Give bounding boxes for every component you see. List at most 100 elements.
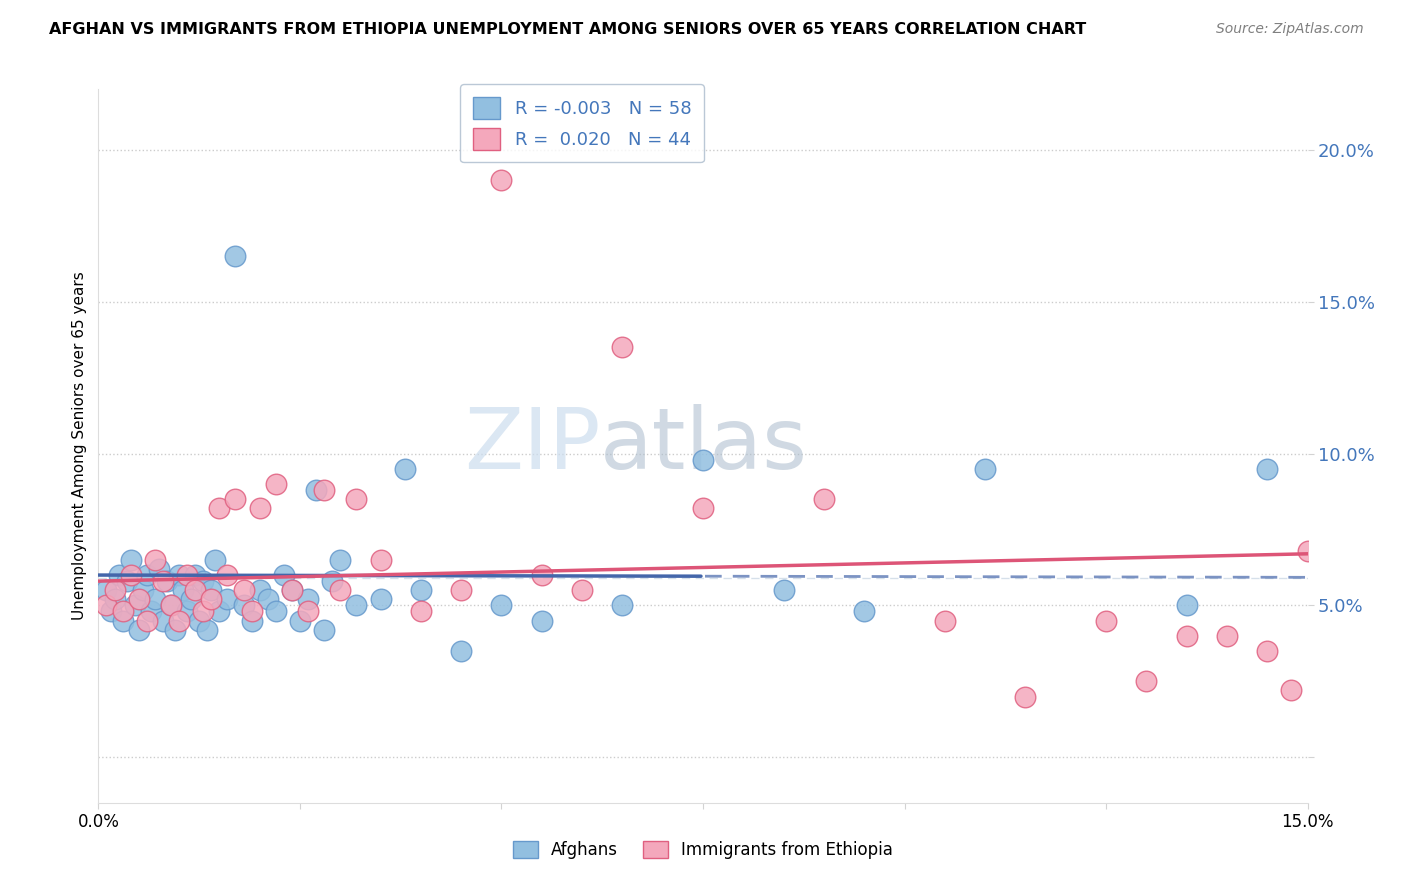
Point [180, 592, 202, 607]
Point [195, 623, 218, 637]
Point [208, 501, 231, 516]
Point [974, 462, 997, 476]
Point [612, 599, 634, 613]
Point [450, 583, 472, 598]
Point [160, 599, 183, 613]
Point [934, 614, 956, 628]
Legend: Afghans, Immigrants from Ethiopia: Afghans, Immigrants from Ethiopia [506, 834, 900, 866]
Point [200, 583, 222, 598]
Point [176, 568, 198, 582]
Point [135, 614, 157, 628]
Point [692, 452, 714, 467]
Point [240, 605, 263, 619]
Point [167, 614, 190, 628]
Text: ZIP: ZIP [464, 404, 600, 488]
Point [249, 583, 271, 598]
Point [124, 599, 146, 613]
Point [232, 583, 254, 598]
Point [314, 483, 336, 497]
Point [264, 605, 287, 619]
Point [409, 583, 432, 598]
Point [491, 173, 513, 187]
Point [103, 592, 125, 607]
Text: AFGHAN VS IMMIGRANTS FROM ETHIOPIA UNEMPLOYMENT AMONG SENIORS OVER 65 YEARS CORR: AFGHAN VS IMMIGRANTS FROM ETHIOPIA UNEMP… [49, 22, 1087, 37]
Point [370, 592, 392, 607]
Point [450, 644, 472, 658]
Point [224, 249, 246, 263]
Point [530, 568, 553, 582]
Y-axis label: Unemployment Among Seniors over 65 years: Unemployment Among Seniors over 65 years [72, 272, 87, 620]
Point [188, 614, 211, 628]
Point [176, 605, 198, 619]
Point [100, 605, 122, 619]
Point [813, 492, 835, 507]
Point [1014, 690, 1036, 704]
Point [115, 574, 138, 588]
Point [1281, 683, 1303, 698]
Point [571, 583, 593, 598]
Point [249, 501, 271, 516]
Point [394, 462, 416, 476]
Point [1175, 599, 1198, 613]
Point [204, 553, 226, 567]
Point [329, 583, 352, 598]
Point [344, 599, 367, 613]
Point [281, 583, 304, 598]
Point [111, 614, 134, 628]
Point [297, 592, 319, 607]
Point [314, 623, 336, 637]
Point [184, 568, 207, 582]
Point [139, 605, 162, 619]
Point [172, 583, 194, 598]
Point [370, 553, 392, 567]
Point [329, 553, 352, 567]
Point [107, 568, 129, 582]
Point [163, 623, 186, 637]
Point [264, 477, 287, 491]
Point [1175, 629, 1198, 643]
Point [143, 553, 166, 567]
Point [132, 583, 155, 598]
Point [160, 599, 183, 613]
Point [217, 592, 239, 607]
Point [96, 583, 118, 598]
Point [96, 599, 118, 613]
Point [152, 614, 174, 628]
Point [256, 592, 278, 607]
Point [193, 605, 215, 619]
Text: atlas: atlas [600, 404, 808, 488]
Point [103, 583, 125, 598]
Point [184, 583, 207, 598]
Point [224, 492, 246, 507]
Point [128, 623, 150, 637]
Point [344, 492, 367, 507]
Point [853, 605, 876, 619]
Point [120, 553, 142, 567]
Point [135, 568, 157, 582]
Point [530, 614, 553, 628]
Text: Source: ZipAtlas.com: Source: ZipAtlas.com [1216, 22, 1364, 37]
Point [1296, 543, 1319, 558]
Point [167, 568, 190, 582]
Point [156, 574, 179, 588]
Point [1216, 629, 1239, 643]
Point [491, 599, 513, 613]
Point [152, 574, 174, 588]
Point [692, 501, 714, 516]
Point [273, 568, 295, 582]
Point [1256, 644, 1278, 658]
Point [111, 605, 134, 619]
Point [281, 583, 304, 598]
Point [143, 592, 166, 607]
Point [772, 583, 794, 598]
Point [193, 574, 215, 588]
Point [200, 592, 222, 607]
Point [1135, 674, 1157, 689]
Point [297, 605, 319, 619]
Point [321, 574, 343, 588]
Point [240, 614, 263, 628]
Point [612, 340, 634, 354]
Point [208, 605, 231, 619]
Point [288, 614, 311, 628]
Point [148, 562, 170, 576]
